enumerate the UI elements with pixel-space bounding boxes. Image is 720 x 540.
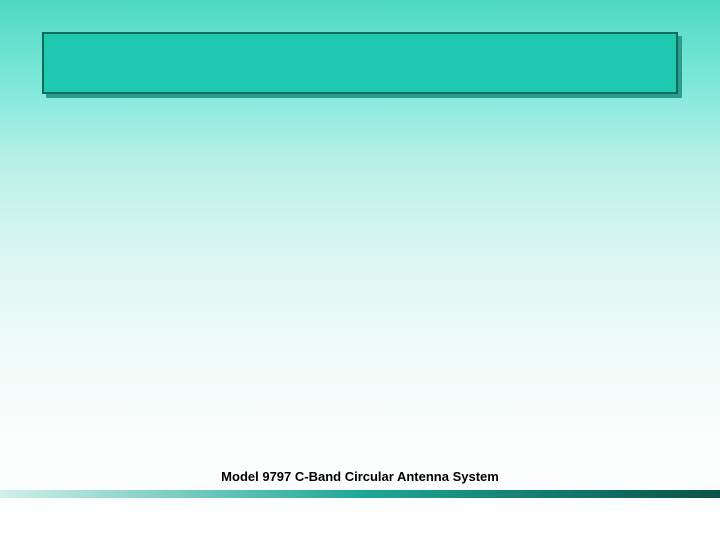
title-box — [42, 32, 678, 94]
title-box-container — [42, 32, 678, 94]
footer-bar — [0, 490, 720, 498]
footer-text: Model 9797 C-Band Circular Antenna Syste… — [0, 469, 720, 484]
slide: Model 9797 C-Band Circular Antenna Syste… — [0, 0, 720, 540]
